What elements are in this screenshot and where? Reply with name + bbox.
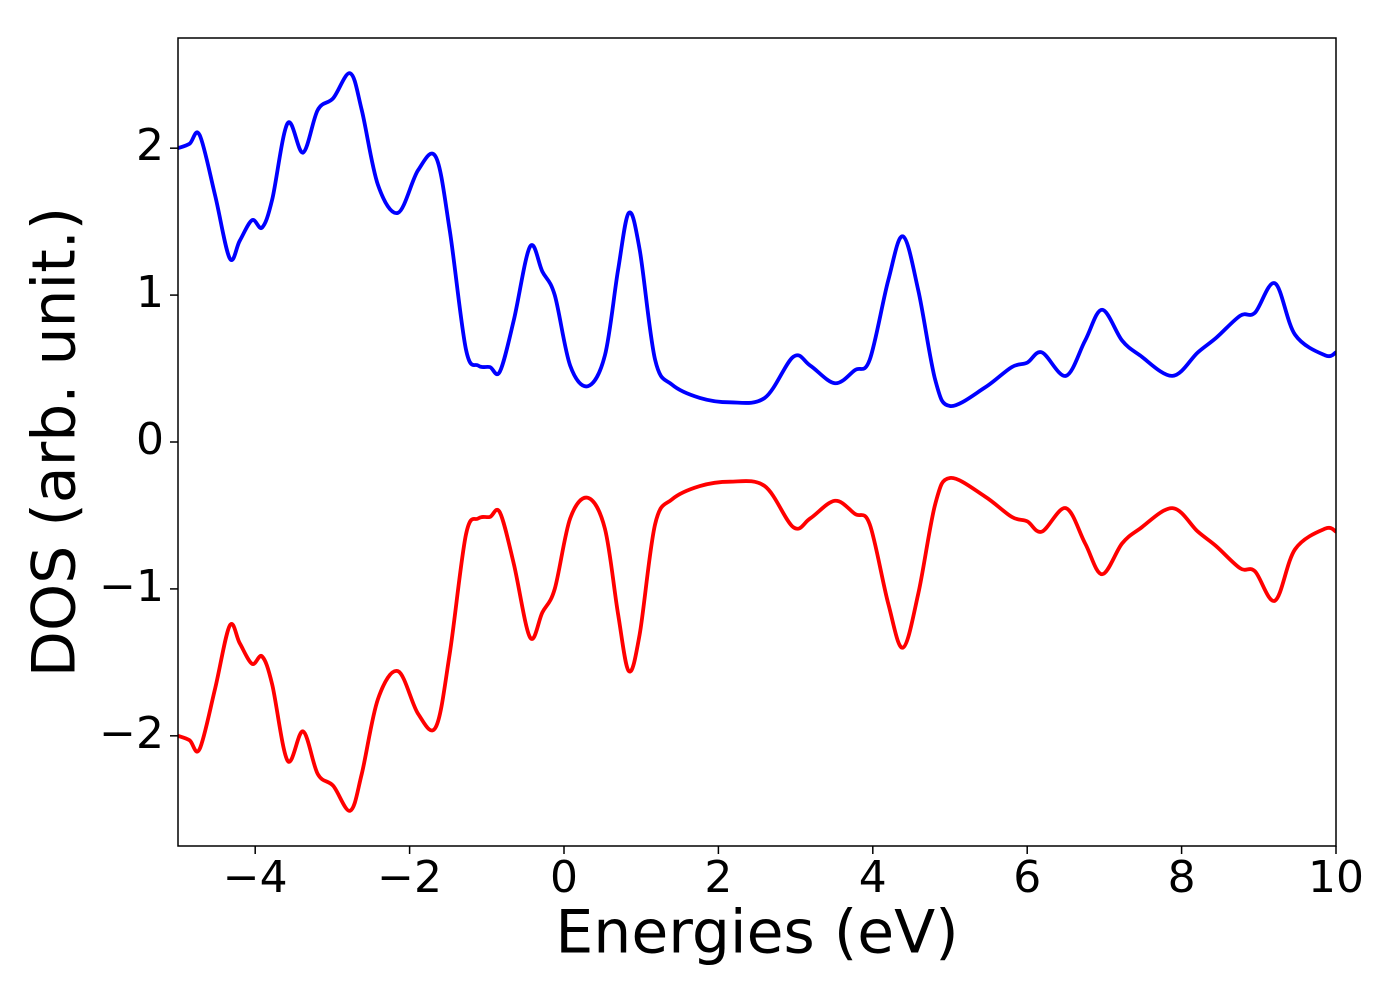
x-tick-label: 0: [550, 852, 578, 903]
series-line: [178, 476, 1336, 813]
x-tick-label: 8: [1168, 852, 1196, 903]
x-tick-label: −2: [377, 852, 442, 903]
y-tick-label: −2: [99, 708, 164, 759]
x-tick-label: 4: [859, 852, 887, 903]
y-tick-label: 0: [136, 414, 164, 465]
x-tick-label: 6: [1013, 852, 1041, 903]
x-axis-label: Energies (eV): [555, 898, 958, 968]
x-tick-label: 2: [704, 852, 732, 903]
x-tick-label: −4: [223, 852, 288, 903]
plot-frame: [177, 37, 1337, 847]
y-tick-label: 2: [136, 120, 164, 171]
y-tick-label: 1: [136, 267, 164, 318]
x-tick-label: 10: [1308, 852, 1364, 903]
y-axis-label: DOS (arb. unit.): [20, 207, 90, 677]
y-tick-label: −1: [99, 561, 164, 612]
series-line: [178, 71, 1336, 408]
